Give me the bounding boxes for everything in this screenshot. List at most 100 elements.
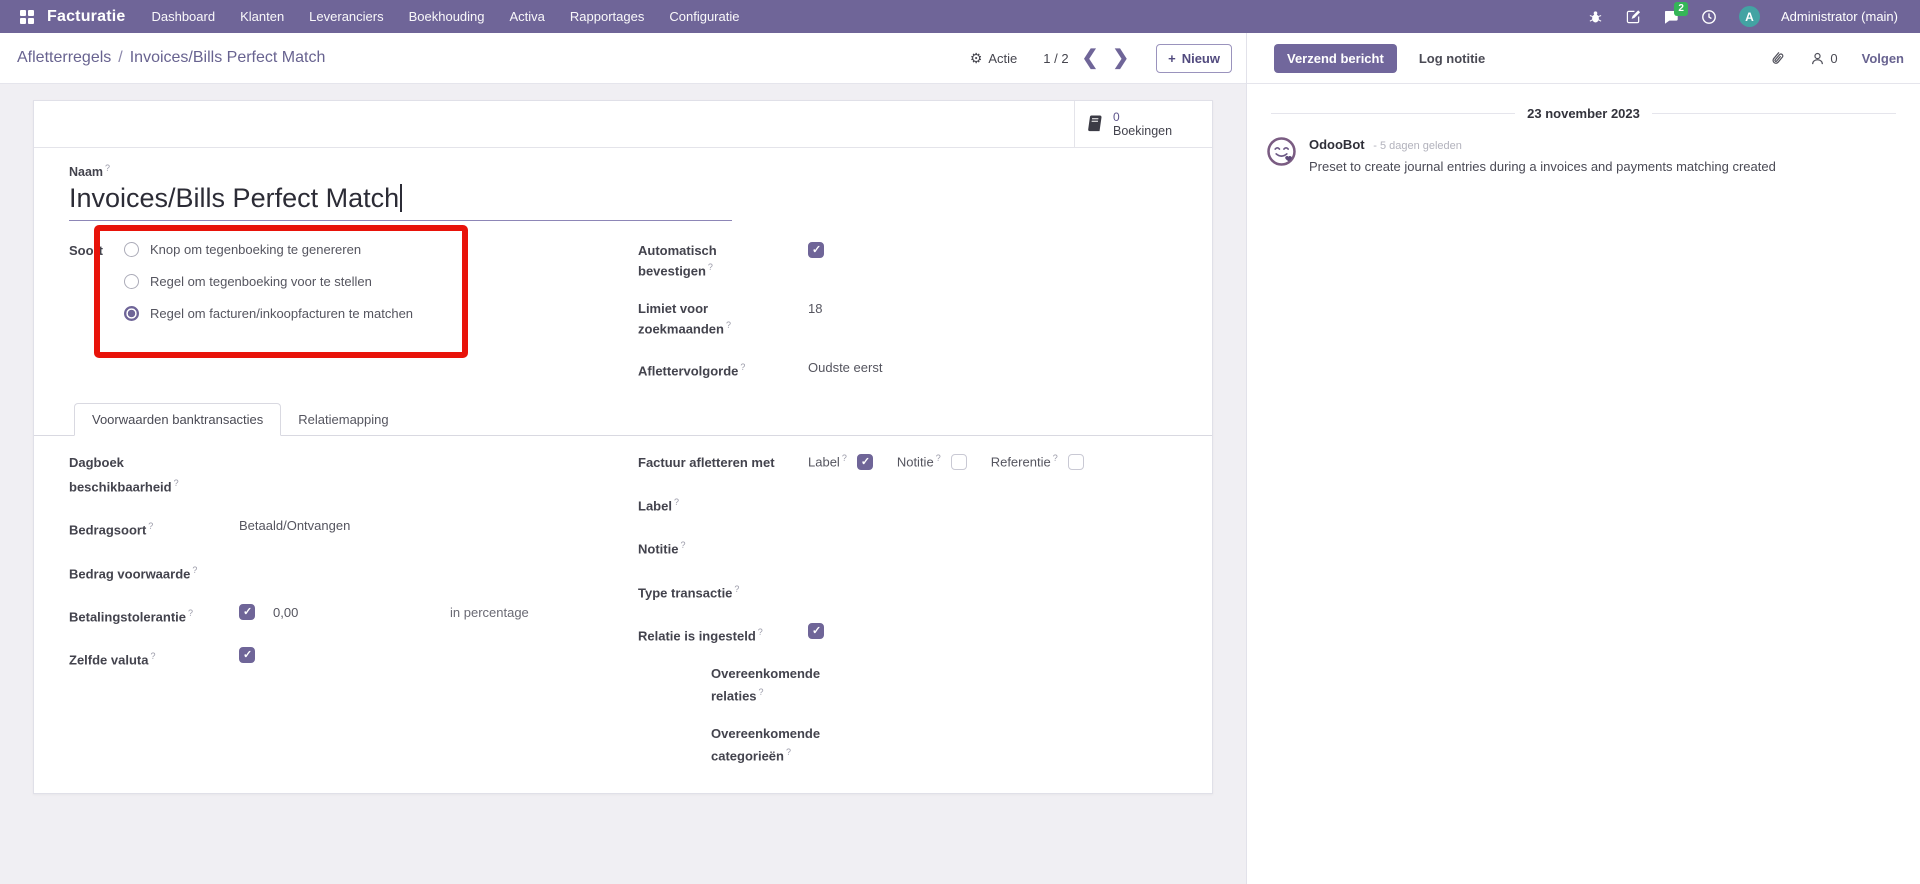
app-name[interactable]: Facturatie <box>47 7 126 25</box>
user-avatar[interactable]: A <box>1738 6 1760 27</box>
radio-match-invoices[interactable]: Regel om facturen/inkoopfacturen te matc… <box>124 306 452 321</box>
pager-previous-icon[interactable]: ❮ <box>1081 47 1099 69</box>
book-icon <box>1088 115 1102 132</box>
breadcrumb-current: Invoices/Bills Perfect Match <box>129 49 326 66</box>
matching-categories-label: Overeenkomende categorieën? <box>711 725 821 763</box>
pager-value: 1 / 2 <box>1043 50 1069 66</box>
transaction-type-label: Type transactie? <box>638 583 740 600</box>
tab-partner-mapping[interactable]: Relatiemapping <box>298 412 389 427</box>
field-journal-availability: Dagboek beschikbaarheid? <box>69 453 614 497</box>
chatter-toolbar: Verzend bericht Log notitie 0 Volgen <box>1247 33 1920 84</box>
plus-icon: + <box>1168 50 1176 66</box>
odoobot-avatar <box>1267 137 1296 166</box>
amount-condition-label: Bedrag voorwaarde? <box>69 564 198 581</box>
followers-count: 0 <box>1830 50 1838 66</box>
new-record-button[interactable]: + Nieuw <box>1156 43 1232 73</box>
match-option-reference-checkbox[interactable] <box>1067 454 1084 470</box>
auto-validate-checkbox[interactable] <box>808 242 824 258</box>
activities-clock-icon[interactable] <box>1701 8 1718 25</box>
menu-boekhouding[interactable]: Boekhouding <box>408 9 485 24</box>
breadcrumb-parent[interactable]: Afletterregels <box>17 49 112 66</box>
message-author[interactable]: OdooBot <box>1309 137 1365 152</box>
match-option-reference-label: Referentie? <box>990 453 1058 470</box>
menu-rapportages[interactable]: Rapportages <box>569 9 645 24</box>
messages-icon[interactable]: 2 <box>1663 2 1688 25</box>
send-message-button[interactable]: Verzend bericht <box>1274 43 1397 73</box>
journal-entries-smart-button[interactable]: 0 Boekingen <box>1074 101 1212 147</box>
log-note-button[interactable]: Log notitie <box>1418 50 1486 66</box>
same-currency-label: Zelfde valuta? <box>69 651 156 668</box>
name-value: Invoices/Bills Perfect Match <box>69 183 400 214</box>
breadcrumb: Afletterregels / Invoices/Bills Perfect Ma… <box>17 49 325 67</box>
gear-icon: ⚙ <box>969 50 983 66</box>
field-label: Label? <box>638 492 1238 516</box>
note-field-label: Notitie? <box>638 540 686 557</box>
match-option-note-checkbox[interactable] <box>950 454 967 470</box>
menu-configuratie[interactable]: Configuratie <box>669 9 740 24</box>
smart-button-label: Boekingen <box>1113 124 1173 138</box>
menu-klanten[interactable]: Klanten <box>240 9 285 24</box>
menu-dashboard[interactable]: Dashboard <box>151 9 216 24</box>
match-option-label-checkbox[interactable] <box>856 454 873 470</box>
amount-type-value[interactable]: Betaald/Ontvangen <box>239 518 351 534</box>
attachment-paperclip-icon[interactable] <box>1769 50 1786 67</box>
radio-suggest-counterpart[interactable]: Regel om tegenboeking voor te stellen <box>124 274 452 289</box>
form-status-bar: 0 Boekingen <box>34 101 1212 148</box>
field-auto-validate: Automatisch bevestigen? <box>638 242 1213 279</box>
amount-type-label: Bedragsoort? <box>69 521 154 538</box>
chatter-message: OdooBot - 5 dagen geleden Preset to crea… <box>1266 136 1900 175</box>
smart-button-count: 0 <box>1113 110 1120 124</box>
follow-button[interactable]: Volgen <box>1861 50 1904 66</box>
menu-activa[interactable]: Activa <box>509 9 545 24</box>
tab-bank-transaction-conditions[interactable]: Voorwaarden banktransacties <box>74 403 282 436</box>
menu-leveranciers[interactable]: Leveranciers <box>309 9 384 24</box>
radio-icon <box>124 242 139 257</box>
radio-icon <box>124 306 139 321</box>
search-months-value[interactable]: 18 <box>808 301 823 317</box>
debug-bug-icon[interactable] <box>1587 8 1604 25</box>
apps-grid-icon[interactable] <box>20 9 34 24</box>
match-option-label-label: Label? <box>808 453 847 470</box>
breadcrumb-separator: / <box>118 49 123 66</box>
matching-order-label: Aflettervolgorde? <box>638 361 746 378</box>
field-amount-type: Bedragsoort? Betaald/Ontvangen <box>69 516 614 540</box>
action-menu-button[interactable]: ⚙ Actie <box>969 50 1018 66</box>
field-payment-tolerance: Betalingstolerantie? 0,00 in percentage <box>69 603 614 627</box>
text-cursor <box>400 184 402 213</box>
field-matching-categories: Overeenkomende categorieën? <box>638 725 1238 765</box>
radio-generate-counterpart[interactable]: Knop om tegenboeking te genereren <box>124 242 452 257</box>
partner-is-set-label: Relatie is ingesteld? <box>638 626 763 644</box>
payment-tolerance-checkbox[interactable] <box>239 603 255 620</box>
field-note: Notitie? <box>638 535 1238 559</box>
same-currency-checkbox[interactable] <box>239 647 255 664</box>
main-menu: Dashboard Klanten Leveranciers Boekhoudi… <box>151 9 739 24</box>
date-divider: 23 november 2023 <box>1271 106 1897 121</box>
field-matching-partners: Overeenkomende relaties? <box>638 665 1238 705</box>
edit-activity-icon[interactable] <box>1625 8 1642 25</box>
matching-order-value[interactable]: Oudste eerst <box>808 359 883 375</box>
message-text: Preset to create journal entries during … <box>1309 159 1776 174</box>
auto-validate-label: Automatisch bevestigen? <box>638 243 717 279</box>
notebook-tabs: Voorwaarden banktransacties Relatiemappi… <box>34 403 1212 436</box>
partner-is-set-checkbox[interactable] <box>808 622 824 639</box>
messages-badge: 2 <box>1674 2 1688 16</box>
field-search-months: Limiet voor zoekmaanden? 18 <box>638 300 1213 337</box>
main-content: 0 Boekingen Naam? Invoices/Bills Perfect… <box>0 84 1246 884</box>
field-transaction-type: Type transactie? <box>638 579 1238 603</box>
help-marker: ? <box>105 163 111 173</box>
field-partner-is-set: Relatie is ingesteld? <box>638 622 1238 646</box>
panel-divider <box>1246 33 1247 884</box>
payment-tolerance-value[interactable]: 0,00 <box>273 604 299 620</box>
followers-button[interactable]: 0 <box>1810 50 1838 66</box>
user-name[interactable]: Administrator (main) <box>1780 9 1898 24</box>
journal-availability-label: Dagboek beschikbaarheid? <box>69 455 179 495</box>
payment-tolerance-suffix: in percentage <box>450 604 529 620</box>
chatter-panel: 23 november 2023 OdooBot - 5 dagen geled… <box>1247 84 1920 884</box>
message-timestamp: - 5 dagen geleden <box>1373 140 1462 152</box>
payment-tolerance-label: Betalingstolerantie? <box>69 607 194 625</box>
pager-next-icon[interactable]: ❯ <box>1112 47 1130 69</box>
date-divider-text: 23 november 2023 <box>1527 106 1640 121</box>
field-amount-condition: Bedrag voorwaarde? <box>69 560 614 584</box>
name-input[interactable]: Invoices/Bills Perfect Match <box>69 183 732 222</box>
match-option-note-label: Notitie? <box>896 453 941 470</box>
